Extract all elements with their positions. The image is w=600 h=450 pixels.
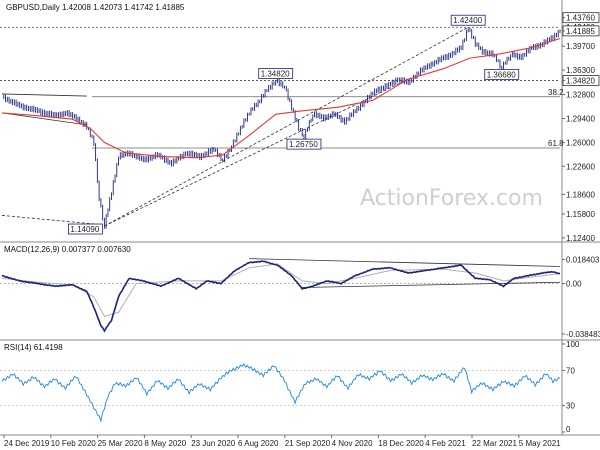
price-axis-label-3: 1.39700 [566,42,595,51]
rsi-panel: 100 70 30 0 [0,340,580,434]
rsi-title: RSI(14) 61.4198 [4,343,63,352]
rsi-axis-label-3: 0 [566,425,571,434]
x-axis-label-4: 23 Jun 2020 [191,439,236,448]
macd-line [1,260,561,333]
main-panel-price-axis: 1.437601.424001.418851.397001.363001.348… [562,12,600,243]
macd-panel: 0.018403 0.00 -0.038483 [0,255,600,339]
x-axis-label-0: 24 Dec 2019 [4,439,50,448]
x-axis: 24 Dec 2019 10 Feb 2020 25 Mar 2020 8 May 2… [3,435,561,448]
price-axis-label-8: 1.26000 [566,138,595,147]
trendline-upper [104,26,469,227]
price-axis-label-12: 1.12400 [566,234,595,243]
x-axis-label-8: 18 Dec 2020 [378,439,424,448]
swing-label-box-3 [484,69,520,80]
fib-level-label-1: 61.8 [548,139,564,148]
swing-label-box-4 [68,223,103,235]
x-axis-label-7: 4 Nov 2020 [332,439,373,448]
x-axis-label-1: 10 Feb 2020 [51,439,96,448]
fib-level-label-0: 38.2 [548,88,564,97]
price-axis-label-9: 1.22600 [566,162,595,171]
swing-label-0: 1.42400 [453,16,482,25]
swing-label-3: 1.36680 [487,70,516,79]
x-axis-label-6: 21 Sep 2020 [285,439,331,448]
swing-label-box-2 [286,138,322,150]
main-panel-annotations: 1.42400 1.34820 1.26750 1.36680 1.14090 [68,14,520,235]
x-axis-label-2: 25 Mar 2020 [98,439,143,448]
swing-label-box-0 [450,14,486,26]
price-axis-label-2: 1.41885 [566,27,595,36]
price-axis-label-5: 1.34820 [566,76,595,85]
macd-trendline-1 [302,281,561,288]
swing-label-4: 1.14090 [70,225,99,234]
rsi-axis-label-1: 70 [566,366,575,375]
low-support-line [1,215,101,225]
price-axis-label-6: 1.32800 [566,91,595,100]
watermark-text: ActionForex.com [360,186,543,211]
macd-axis-label-2: -0.038483 [566,330,600,339]
main-panel-series [1,27,561,229]
x-axis-label-9: 4 Feb 2021 [425,439,466,448]
x-axis-label-3: 8 May 2020 [144,439,186,448]
macd-axis-label-0: 0.018403 [566,255,600,264]
main-panel-levels: 38.2 61.8 [0,26,564,149]
rsi-axis-label-2: 30 [566,402,575,411]
x-axis-label-10: 22 Mar 2021 [472,439,517,448]
macd-title: MACD(12,26,9) 0.007377 0.007630 [4,245,131,254]
early-channel-bottom [1,112,87,126]
price-axis-label-7: 1.29400 [566,115,595,124]
x-axis-label-5: 6 Aug 2020 [238,439,279,448]
swing-label-box-1 [258,68,294,79]
price-axis-label-0: 1.43760 [566,14,595,23]
rsi-axis-label-0: 100 [566,340,580,349]
swing-label-1: 1.34820 [261,69,290,78]
price-axis-label-11: 1.15800 [566,210,595,219]
moving-average-line [1,37,561,159]
main-chart-title: GBPUSD,Daily 1.42008 1.42073 1.41742 1.4… [6,3,185,12]
x-axis-label-11: 5 May 2021 [519,439,561,448]
swing-label-2: 1.26750 [289,140,318,149]
price-axis-label-4: 1.36300 [566,66,595,75]
macd-trendline-0 [249,258,561,267]
early-channel-top [1,93,87,97]
rsi-line [1,363,561,423]
macd-axis-label-1: 0.00 [566,280,582,289]
price-axis-label-10: 1.18600 [566,190,595,199]
